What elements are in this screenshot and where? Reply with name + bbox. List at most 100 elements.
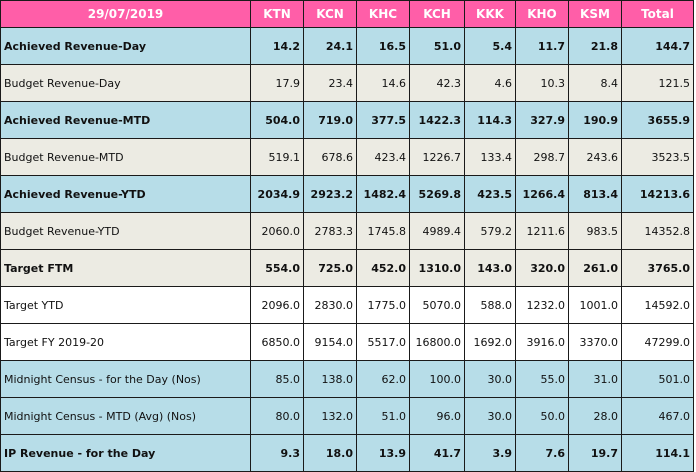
column-header-kch: KCH bbox=[409, 0, 465, 28]
column-header-kcn: KCN bbox=[303, 0, 357, 28]
table-row: IP Revenue - for the Day 9.3 18.0 13.9 41.7 3… bbox=[0, 434, 694, 472]
cell-value: 243.6 bbox=[568, 138, 622, 176]
cell-value: 190.9 bbox=[568, 101, 622, 139]
cell-value: 30.0 bbox=[464, 360, 516, 398]
cell-value: 5.4 bbox=[464, 27, 516, 65]
cell-value: 18.0 bbox=[303, 434, 357, 472]
cell-value: 5269.8 bbox=[409, 175, 465, 213]
table-row: Achieved Revenue-Day 14.2 24.1 16.5 51.0 5.4 1… bbox=[0, 27, 694, 65]
table-row: Target FY 2019-20 6850.0 9154.0 5517.0 16800… bbox=[0, 323, 694, 361]
cell-value: 50.0 bbox=[515, 397, 569, 435]
cell-value: 47299.0 bbox=[621, 323, 694, 361]
row-label: Midnight Census - for the Day (Nos) bbox=[0, 360, 251, 398]
column-header-kkk: KKK bbox=[464, 0, 516, 28]
cell-value: 14592.0 bbox=[621, 286, 694, 324]
cell-value: 10.3 bbox=[515, 64, 569, 102]
cell-value: 42.3 bbox=[409, 64, 465, 102]
table-row: Budget Revenue-Day 17.9 23.4 14.6 42.3 4.6 10.… bbox=[0, 64, 694, 102]
table-row: Budget Revenue-MTD 519.1 678.6 423.4 1226.7 1… bbox=[0, 138, 694, 176]
cell-value: 4989.4 bbox=[409, 212, 465, 250]
cell-value: 377.5 bbox=[356, 101, 410, 139]
cell-value: 813.4 bbox=[568, 175, 622, 213]
report-body: Achieved Revenue-Day 14.2 24.1 16.5 51.0 5.4 1… bbox=[0, 27, 694, 472]
cell-value: 9154.0 bbox=[303, 323, 357, 361]
cell-value: 11.7 bbox=[515, 27, 569, 65]
cell-value: 51.0 bbox=[409, 27, 465, 65]
row-label: Target FTM bbox=[0, 249, 251, 287]
cell-value: 114.3 bbox=[464, 101, 516, 139]
column-header-khc: KHC bbox=[356, 0, 410, 28]
report-date: 29/07/2019 bbox=[0, 0, 251, 28]
table-row: Achieved Revenue-MTD 504.0 719.0 377.5 1422.… bbox=[0, 101, 694, 139]
cell-value: 501.0 bbox=[621, 360, 694, 398]
cell-value: 96.0 bbox=[409, 397, 465, 435]
column-header-kho: KHO bbox=[515, 0, 569, 28]
column-header-ksm: KSM bbox=[568, 0, 622, 28]
cell-value: 5517.0 bbox=[356, 323, 410, 361]
cell-value: 14213.6 bbox=[621, 175, 694, 213]
cell-value: 143.0 bbox=[464, 249, 516, 287]
cell-value: 13.9 bbox=[356, 434, 410, 472]
cell-value: 17.9 bbox=[250, 64, 304, 102]
cell-value: 1692.0 bbox=[464, 323, 516, 361]
cell-value: 554.0 bbox=[250, 249, 304, 287]
cell-value: 2060.0 bbox=[250, 212, 304, 250]
row-label: Achieved Revenue-YTD bbox=[0, 175, 251, 213]
cell-value: 4.6 bbox=[464, 64, 516, 102]
cell-value: 21.8 bbox=[568, 27, 622, 65]
row-label: Budget Revenue-MTD bbox=[0, 138, 251, 176]
cell-value: 3916.0 bbox=[515, 323, 569, 361]
cell-value: 114.1 bbox=[621, 434, 694, 472]
row-label: Budget Revenue-Day bbox=[0, 64, 251, 102]
cell-value: 28.0 bbox=[568, 397, 622, 435]
cell-value: 19.7 bbox=[568, 434, 622, 472]
cell-value: 678.6 bbox=[303, 138, 357, 176]
cell-value: 504.0 bbox=[250, 101, 304, 139]
cell-value: 1745.8 bbox=[356, 212, 410, 250]
cell-value: 6850.0 bbox=[250, 323, 304, 361]
row-label: Budget Revenue-YTD bbox=[0, 212, 251, 250]
cell-value: 1211.6 bbox=[515, 212, 569, 250]
cell-value: 133.4 bbox=[464, 138, 516, 176]
cell-value: 1422.3 bbox=[409, 101, 465, 139]
cell-value: 138.0 bbox=[303, 360, 357, 398]
cell-value: 3655.9 bbox=[621, 101, 694, 139]
cell-value: 121.5 bbox=[621, 64, 694, 102]
cell-value: 9.3 bbox=[250, 434, 304, 472]
row-label: Target FY 2019-20 bbox=[0, 323, 251, 361]
cell-value: 51.0 bbox=[356, 397, 410, 435]
cell-value: 5070.0 bbox=[409, 286, 465, 324]
cell-value: 16800.0 bbox=[409, 323, 465, 361]
cell-value: 423.4 bbox=[356, 138, 410, 176]
cell-value: 14.6 bbox=[356, 64, 410, 102]
row-label: Target YTD bbox=[0, 286, 251, 324]
cell-value: 132.0 bbox=[303, 397, 357, 435]
cell-value: 261.0 bbox=[568, 249, 622, 287]
cell-value: 1232.0 bbox=[515, 286, 569, 324]
cell-value: 14352.8 bbox=[621, 212, 694, 250]
table-row: Target YTD 2096.0 2830.0 1775.0 5070.0 588.0 1… bbox=[0, 286, 694, 324]
cell-value: 14.2 bbox=[250, 27, 304, 65]
table-row: Target FTM 554.0 725.0 452.0 1310.0 143.0 320.… bbox=[0, 249, 694, 287]
row-label: Achieved Revenue-Day bbox=[0, 27, 251, 65]
cell-value: 320.0 bbox=[515, 249, 569, 287]
cell-value: 2034.9 bbox=[250, 175, 304, 213]
row-label: Midnight Census - MTD (Avg) (Nos) bbox=[0, 397, 251, 435]
cell-value: 1226.7 bbox=[409, 138, 465, 176]
row-label: IP Revenue - for the Day bbox=[0, 434, 251, 472]
header-row: 29/07/2019 KTN KCN KHC KCH KKK KHO KSM T… bbox=[0, 0, 694, 28]
cell-value: 2923.2 bbox=[303, 175, 357, 213]
cell-value: 725.0 bbox=[303, 249, 357, 287]
table-row: Budget Revenue-YTD 2060.0 2783.3 1745.8 4989… bbox=[0, 212, 694, 250]
cell-value: 8.4 bbox=[568, 64, 622, 102]
cell-value: 85.0 bbox=[250, 360, 304, 398]
cell-value: 1001.0 bbox=[568, 286, 622, 324]
cell-value: 423.5 bbox=[464, 175, 516, 213]
table-row: Midnight Census - MTD (Avg) (Nos) 80.0 132… bbox=[0, 397, 694, 435]
cell-value: 2096.0 bbox=[250, 286, 304, 324]
cell-value: 2783.3 bbox=[303, 212, 357, 250]
cell-value: 588.0 bbox=[464, 286, 516, 324]
cell-value: 3.9 bbox=[464, 434, 516, 472]
cell-value: 144.7 bbox=[621, 27, 694, 65]
